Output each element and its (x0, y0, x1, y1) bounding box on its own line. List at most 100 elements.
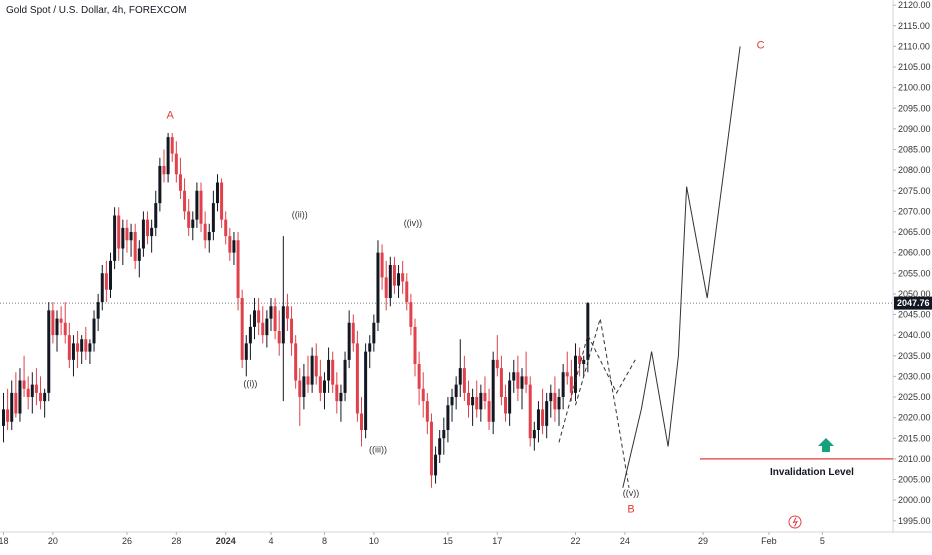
candle-body (191, 219, 195, 228)
candle (285, 293, 289, 331)
candle-body (96, 302, 100, 319)
candle-body (170, 137, 174, 154)
candle (224, 211, 228, 245)
candle-body (47, 310, 51, 393)
candle-body (429, 421, 433, 476)
candle (248, 314, 252, 360)
candle (388, 256, 392, 307)
candle (244, 335, 248, 377)
candle (100, 265, 104, 311)
event-icon (788, 515, 802, 529)
candle (578, 347, 582, 377)
candle-body (483, 392, 487, 402)
candle-body (331, 359, 335, 385)
wave-label-iv: ((iv)) (404, 218, 423, 228)
candle (71, 335, 75, 377)
candle (265, 310, 269, 348)
candle (458, 339, 462, 397)
candle (203, 211, 207, 249)
candle (450, 388, 454, 422)
candle (491, 351, 495, 435)
candle (573, 343, 577, 402)
wave-label-A: A (166, 110, 174, 122)
candle-body (458, 368, 462, 385)
candle-body (339, 392, 343, 402)
candle (322, 372, 326, 410)
candle-body (499, 368, 503, 397)
candle (483, 376, 487, 410)
candle (121, 219, 125, 265)
candle-body (125, 227, 129, 241)
candle (462, 355, 466, 402)
x-tick-label: 18 (0, 536, 9, 546)
candle-body (582, 359, 586, 364)
time-axis: 18 20 26 28 2024 4 8 10 15 17 22 24 29 Feb 5 (0, 532, 825, 546)
x-tick-label: 15 (443, 536, 453, 546)
x-tick-label: 2024 (216, 536, 236, 546)
candle (392, 256, 396, 294)
candle (117, 207, 121, 261)
candle (294, 335, 298, 389)
candle (454, 376, 458, 410)
candle (88, 339, 92, 364)
candle (417, 351, 421, 406)
candle (228, 227, 232, 261)
candle-body (524, 376, 528, 385)
candle-body (446, 405, 450, 430)
x-tick-label: 5 (820, 536, 825, 546)
candle-body (6, 409, 10, 422)
candle (30, 372, 34, 414)
candle-body (178, 174, 182, 191)
candle-body (22, 380, 26, 389)
candle (475, 380, 479, 418)
candle-body (92, 318, 96, 344)
candle (253, 298, 257, 340)
candle-body (351, 322, 355, 344)
candle-body (67, 335, 71, 360)
candle-body (88, 343, 92, 352)
candle-body (557, 397, 561, 410)
candle (536, 401, 540, 443)
candle-body (18, 380, 22, 414)
candle-body (298, 380, 302, 397)
candle-body (355, 343, 359, 414)
candle-body (553, 392, 557, 410)
candle (240, 289, 244, 369)
y-tick-label: 2095.00 (898, 103, 931, 113)
candle-body (504, 397, 508, 414)
wave-label-ii: ((ii)) (292, 210, 308, 220)
candle-body (232, 240, 236, 253)
candle-body (154, 203, 158, 228)
x-tick-label: 28 (171, 536, 181, 546)
y-tick-label: 2020.00 (898, 413, 931, 423)
candle-body (248, 326, 252, 344)
candle (158, 157, 162, 212)
candle (63, 302, 67, 344)
chart-title: Gold Spot / U.S. Dollar, 4h, FOREXCOM (6, 5, 187, 16)
y-tick-label: 1995.00 (898, 516, 931, 526)
y-tick-label: 2090.00 (898, 124, 931, 134)
candle (331, 351, 335, 393)
candle-body (236, 240, 240, 298)
candle-body (166, 137, 170, 175)
candle (327, 347, 331, 393)
candle (306, 355, 310, 393)
candle (150, 219, 154, 253)
candle (360, 397, 364, 447)
candle (39, 376, 43, 410)
candle (504, 384, 508, 422)
candle-body (14, 392, 18, 414)
candle (384, 260, 388, 311)
candle-body (76, 343, 80, 352)
candle (14, 372, 18, 418)
candle-body (520, 376, 524, 389)
y-tick-label: 2075.00 (898, 186, 931, 196)
candle (10, 380, 14, 430)
y-tick-label: 2030.00 (898, 371, 931, 381)
candle (298, 368, 302, 426)
candle (207, 223, 211, 253)
candle-body (203, 223, 207, 241)
projection-dashed-right (575, 318, 630, 488)
candle (442, 417, 446, 455)
